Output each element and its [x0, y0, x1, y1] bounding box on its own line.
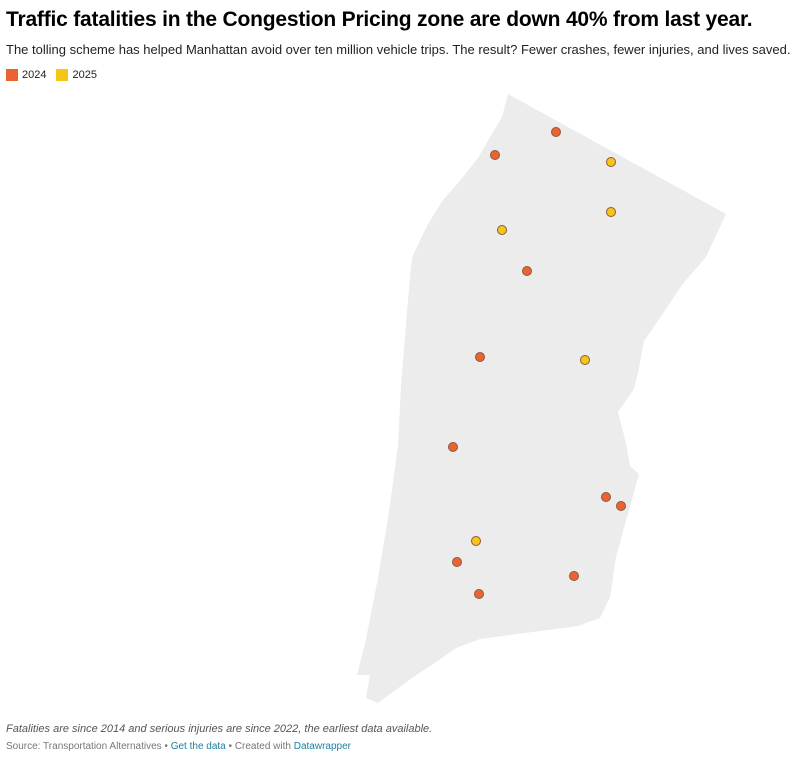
incident-point-2025[interactable]	[497, 225, 507, 235]
datawrapper-link[interactable]: Datawrapper	[293, 741, 351, 752]
get-the-data-link[interactable]: Get the data	[170, 741, 226, 752]
chart-title: Traffic fatalities in the Congestion Pri…	[6, 8, 753, 31]
created-with-text: Created with	[234, 741, 291, 752]
incident-point-2024[interactable]	[452, 557, 462, 567]
legend-item-2025: 2025	[56, 69, 97, 81]
legend-label-2025: 2025	[72, 69, 97, 81]
congestion-zone-map	[357, 94, 726, 703]
legend-swatch-2025	[56, 69, 69, 81]
incident-point-2025[interactable]	[471, 536, 481, 546]
source-text: Source: Transportation Alternatives	[6, 741, 162, 752]
chart-subtitle: The tolling scheme has helped Manhattan …	[6, 42, 791, 57]
chart-notes: Fatalities are since 2014 and serious in…	[6, 723, 433, 735]
incident-point-2024[interactable]	[475, 352, 485, 362]
incident-point-2024[interactable]	[551, 127, 561, 137]
incident-point-2024[interactable]	[448, 442, 458, 452]
incident-point-2025[interactable]	[580, 355, 590, 365]
chart-footer: Source: Transportation Alternatives • Ge…	[6, 741, 351, 752]
footer-separator: •	[225, 741, 235, 752]
incident-point-2024[interactable]	[616, 501, 626, 511]
incident-point-2024[interactable]	[490, 150, 500, 160]
incident-points	[448, 127, 626, 599]
incident-point-2024[interactable]	[522, 266, 532, 276]
legend-item-2024: 2024	[6, 69, 46, 81]
incident-point-2025[interactable]	[606, 207, 616, 217]
legend-label-2024: 2024	[22, 69, 47, 81]
congestion-pricing-zone-shape	[357, 94, 726, 703]
footer-separator: •	[161, 741, 171, 752]
legend-swatch-2024	[6, 69, 18, 81]
legend: 2024 2025	[6, 69, 97, 81]
incident-point-2025[interactable]	[606, 157, 616, 167]
incident-point-2024[interactable]	[474, 589, 484, 599]
incident-point-2024[interactable]	[569, 571, 579, 581]
incident-point-2024[interactable]	[601, 492, 611, 502]
